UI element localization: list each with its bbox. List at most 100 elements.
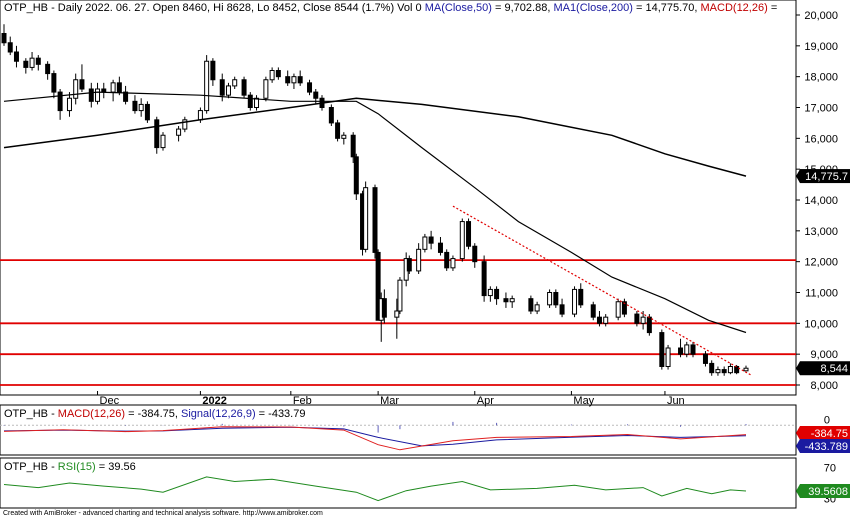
candle-body-up [232, 79, 238, 87]
candle-body-up [603, 316, 609, 324]
candle-body-up [665, 347, 671, 367]
candle-body-up [197, 110, 203, 121]
candle-body-down [428, 236, 434, 244]
macd-symbol: OTP_HB [4, 408, 49, 420]
macd-pane: 0 -384.75-433.789 [0, 404, 850, 456]
price-y-tick-label: 9,000 [810, 349, 838, 361]
candle-body-down [702, 353, 708, 364]
candle-body-down [79, 79, 85, 90]
macd-value: = -384.75, [125, 408, 182, 420]
candle-body-up [727, 366, 733, 374]
candle-body-up [615, 301, 621, 318]
price-y-axis: 20,00019,00018,00017,00016,00015,00014,0… [796, 10, 838, 392]
candle-body-up [66, 97, 72, 112]
macd-line [3, 426, 747, 451]
rsi-header: OTP_HB - RSI(15) = 39.56 [4, 461, 136, 473]
candle-body-down [466, 221, 472, 247]
candle-body-down [328, 107, 334, 124]
candle-body-down [13, 51, 19, 62]
candlestick-series [1, 24, 749, 376]
candle-body-up [182, 119, 188, 130]
candle-body-down [313, 91, 319, 99]
candle-body-down [57, 91, 63, 112]
candle-body-up [225, 85, 231, 96]
ma200-value: = 14,775.70, [632, 2, 701, 14]
macd-value-badge-bg [800, 426, 850, 440]
macd-value-badge: -384.75 [811, 428, 848, 440]
macd-pane-border [0, 404, 797, 456]
candle-body-up [138, 103, 144, 112]
macd-header-label: MACD(12,26) [700, 2, 768, 14]
price-badges: 14,775.7 8,544 [796, 169, 850, 376]
rsi-value: = 39.56 [95, 461, 136, 473]
price-x-tick-label: Feb [293, 395, 312, 407]
candle-body-down [559, 304, 565, 315]
price-x-axis: Dec 2022 Feb Mar Apr May Jun [97, 391, 685, 407]
candle-body-down [241, 79, 247, 96]
macd-sep: - [48, 408, 58, 420]
candle-body-down [353, 156, 359, 195]
price-y-tick-label: 13,000 [804, 226, 838, 238]
last-close-badge: 8,544 [820, 363, 848, 375]
price-x-tick-label: Jun [667, 395, 685, 407]
candle-body-down [734, 366, 740, 374]
downtrend-line [452, 205, 753, 377]
candle-body-down [275, 70, 281, 78]
candle-body-down [659, 332, 665, 368]
signal-label: Signal(12,26,9) [181, 408, 256, 420]
candle-body-down [88, 88, 94, 102]
signal-value: = -433.79 [255, 408, 306, 420]
candle-body-down [528, 298, 534, 312]
candle-body-down [51, 73, 57, 93]
moving-averages [3, 91, 747, 334]
candle-body-up [176, 128, 182, 136]
price-y-tick-label: 20,000 [804, 10, 838, 22]
candle-body-up [572, 288, 578, 315]
candle-body-down [596, 316, 602, 324]
candle-body-down [372, 187, 378, 253]
price-y-tick-label: 14,000 [804, 195, 838, 207]
candle-body-down [721, 369, 727, 374]
candle-body-down [503, 298, 509, 303]
macd-label: MACD(12,26) [57, 408, 126, 420]
price-y-tick-label: 17,000 [804, 103, 838, 115]
signal-value-badge-bg [800, 439, 850, 453]
rsi-value-badge-bg [800, 484, 850, 499]
macd-y-axis: 0 [824, 414, 830, 426]
macd-value-badge-pointer [796, 426, 800, 440]
candle-body-up [291, 76, 297, 84]
price-y-tick-label: 10,000 [804, 318, 838, 330]
candle-body-up [547, 292, 553, 306]
candle-body-down [350, 134, 356, 158]
ma50-label: MA(Close,50) [424, 2, 492, 14]
candle-body-down [45, 63, 51, 75]
candle-body-down [123, 91, 129, 102]
price-header-symbol: OTP_HB [4, 2, 49, 14]
candle-body-down [101, 88, 107, 93]
price-y-tick-label: 16,000 [804, 133, 838, 145]
candle-body-up [341, 134, 347, 139]
price-x-tick-label: Apr [477, 395, 494, 407]
candle-body-down [634, 313, 640, 324]
candle-body-down [144, 103, 150, 121]
support-resistance-lines [0, 259, 796, 386]
ma200-value-badge-pointer [796, 169, 800, 184]
price-y-tick-label: 18,000 [804, 72, 838, 84]
rsi-value-badge-pointer [796, 484, 800, 499]
price-x-tick-label: 2022 [202, 395, 226, 407]
candle-body-down [621, 301, 627, 315]
candle-body-up [204, 60, 210, 112]
price-x-tick-label: May [573, 395, 594, 407]
macd-y-tick-label: 0 [824, 414, 830, 426]
price-header: OTP_HB - Daily 2022. 06. 27. Open 8460, … [4, 2, 777, 14]
candle-body-up [534, 304, 540, 312]
candle-body-up [95, 88, 101, 102]
candle-body-down [494, 288, 500, 300]
candle-body-up [110, 82, 116, 93]
last-close-badge-pointer [796, 361, 800, 376]
price-x-tick-label: Dec [100, 395, 120, 407]
candle-body-up [509, 298, 515, 303]
rsi-sep: - [48, 461, 58, 473]
